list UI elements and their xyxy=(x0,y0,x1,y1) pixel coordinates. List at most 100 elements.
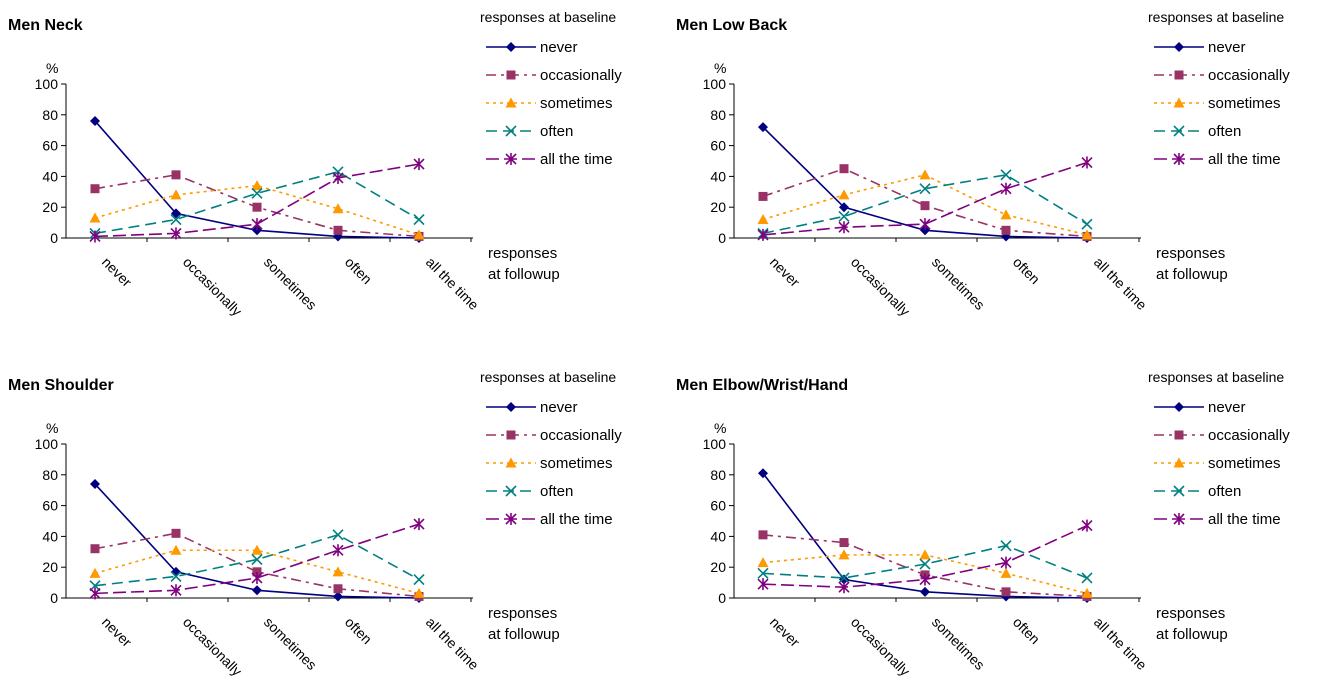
legend-label: sometimes xyxy=(540,95,613,112)
diamond-marker xyxy=(90,479,100,490)
x-axis-title: at followup xyxy=(1156,266,1228,283)
y-tick-label: 0 xyxy=(50,590,58,606)
legend-label: sometimes xyxy=(1208,455,1281,472)
x-tick-label: all the time xyxy=(1091,614,1150,673)
diamond-marker xyxy=(1174,402,1184,412)
x-marker xyxy=(1173,485,1185,497)
y-tick-label: 20 xyxy=(42,559,58,575)
star-marker xyxy=(332,544,344,557)
legend-label: sometimes xyxy=(540,455,613,472)
x-marker xyxy=(251,187,263,199)
legend-title: responses at baseline xyxy=(480,9,616,25)
legend-entry: never xyxy=(486,39,578,56)
triangle-marker xyxy=(1081,587,1093,598)
square-marker xyxy=(171,528,181,538)
diamond-marker xyxy=(252,585,262,596)
y-tick-label: 40 xyxy=(42,168,58,184)
x-tick-label: all the time xyxy=(423,254,482,313)
chart-panel: Men Low Back% 0 20 40 60 80 100 never occasional… xyxy=(676,9,1290,319)
triangle-marker xyxy=(1081,229,1093,240)
diamond-marker xyxy=(1174,42,1184,52)
square-marker xyxy=(758,191,768,201)
square-marker xyxy=(171,170,181,180)
diamond-marker xyxy=(839,574,849,585)
star-marker xyxy=(1173,513,1185,525)
legend-label: all the time xyxy=(540,511,613,528)
star-marker xyxy=(838,221,850,234)
legend-entry: sometimes xyxy=(1154,455,1281,472)
legend-label: often xyxy=(540,123,573,140)
triangle-marker xyxy=(919,169,931,180)
square-marker xyxy=(90,544,100,554)
x-marker xyxy=(757,567,769,579)
series-line xyxy=(94,170,420,235)
x-axis-title: responses xyxy=(488,245,557,262)
x-tick-label: often xyxy=(342,254,375,287)
legend-entry: all the time xyxy=(486,511,613,528)
y-tick-label: 0 xyxy=(718,230,726,246)
diamond-marker xyxy=(333,591,343,602)
x-tick-label: all the time xyxy=(1091,254,1150,313)
legend-label: never xyxy=(540,39,578,56)
y-tick-label: 20 xyxy=(710,199,726,215)
diamond-marker xyxy=(920,225,930,236)
legend-entry: never xyxy=(1154,399,1246,416)
x-marker xyxy=(170,570,182,583)
legend-label: never xyxy=(1208,399,1246,416)
x-tick-label: all the time xyxy=(423,614,482,673)
square-marker xyxy=(758,530,768,540)
legend-label: occasionally xyxy=(540,427,622,444)
diamond-marker xyxy=(839,202,849,213)
triangle-marker xyxy=(838,549,850,560)
y-tick-label: 80 xyxy=(42,467,58,483)
triangle-marker xyxy=(413,587,425,598)
triangle-marker xyxy=(89,212,101,223)
triangle-marker xyxy=(757,214,769,225)
series-line xyxy=(94,532,420,598)
triangle-marker xyxy=(89,567,101,578)
legend-label: occasionally xyxy=(1208,427,1290,444)
star-marker xyxy=(413,518,425,531)
diamond-marker xyxy=(920,586,930,597)
y-tick-label: 60 xyxy=(42,138,58,154)
triangle-marker xyxy=(1000,209,1012,220)
star-marker xyxy=(251,571,263,584)
star-marker xyxy=(919,218,931,231)
x-tick-label: never xyxy=(767,614,803,650)
y-tick-label: 80 xyxy=(710,467,726,483)
x-axis-title: at followup xyxy=(488,626,560,643)
star-marker xyxy=(89,230,101,243)
x-tick-label: occasionally xyxy=(180,614,245,679)
x-tick-label: often xyxy=(1010,254,1043,287)
legend-label: often xyxy=(1208,483,1241,500)
x-marker xyxy=(919,183,931,195)
x-tick-label: often xyxy=(342,614,375,647)
x-tick-label: sometimes xyxy=(261,614,320,673)
triangle-marker xyxy=(170,544,182,555)
series-line xyxy=(94,533,420,587)
y-axis-unit-label: % xyxy=(46,60,58,76)
x-marker xyxy=(1000,169,1012,181)
legend-entry: all the time xyxy=(486,151,613,168)
x-tick-label: sometimes xyxy=(929,254,988,313)
legend-entry: occasionally xyxy=(1154,67,1290,84)
x-marker xyxy=(413,213,425,226)
legend-label: never xyxy=(540,399,578,416)
x-marker xyxy=(1081,572,1093,584)
series-sometimes xyxy=(89,544,425,598)
y-tick-label: 20 xyxy=(710,559,726,575)
y-tick-label: 40 xyxy=(42,528,58,544)
x-axis-title: responses xyxy=(488,605,557,622)
x-marker xyxy=(505,125,517,137)
x-tick-label: never xyxy=(99,254,135,290)
square-marker xyxy=(252,567,262,577)
star-marker xyxy=(505,513,517,525)
y-tick-label: 0 xyxy=(718,590,726,606)
x-marker xyxy=(505,485,517,497)
triangle-marker xyxy=(838,189,850,200)
diamond-marker xyxy=(758,122,768,133)
chart-panel: Men Neck% 0 20 40 60 80 100 never occasionally so… xyxy=(8,9,622,319)
square-marker xyxy=(1174,430,1184,440)
y-tick-label: 60 xyxy=(710,138,726,154)
